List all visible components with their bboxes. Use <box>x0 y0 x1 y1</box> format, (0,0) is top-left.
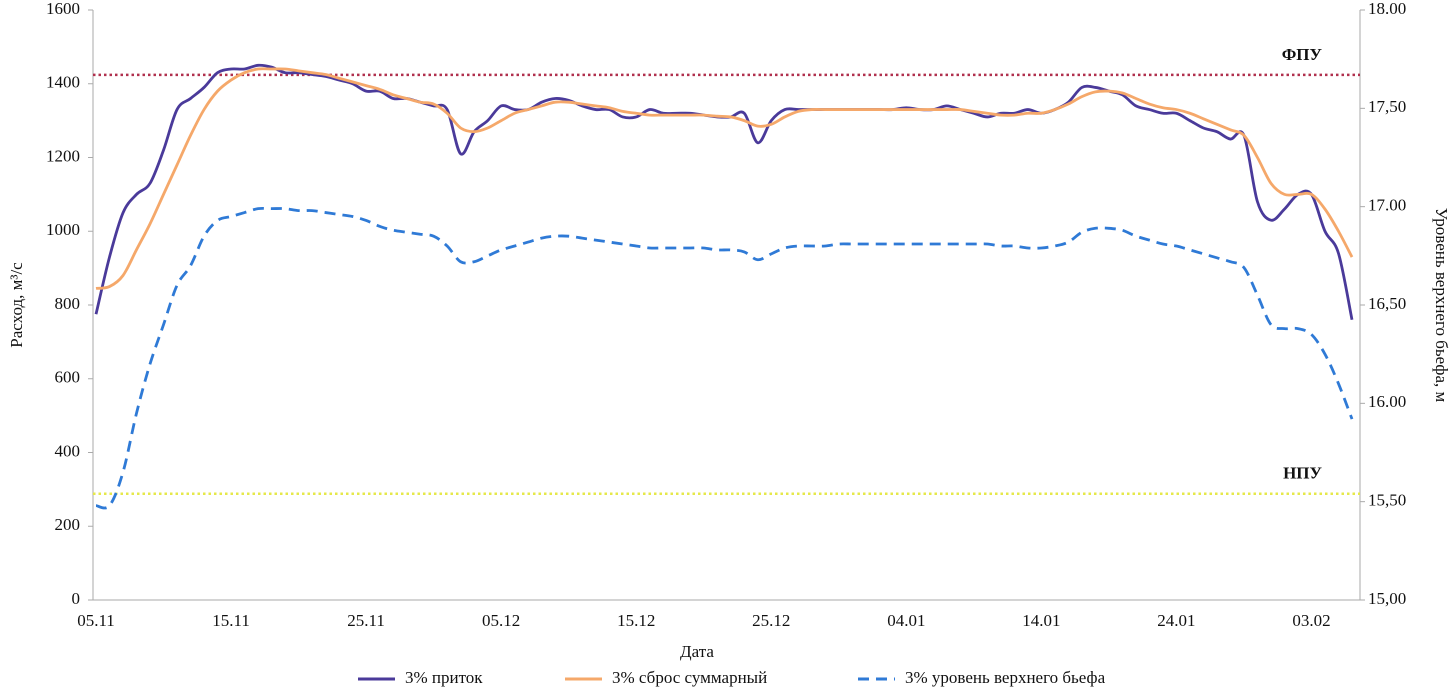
y-tick-label: 1000 <box>46 220 80 239</box>
y-tick-label: 800 <box>55 294 81 313</box>
y-tick-label: 0 <box>72 589 81 608</box>
legend-label: 3% приток <box>405 668 483 687</box>
y-tick-label: 1600 <box>46 0 80 18</box>
y2-tick-label: 17.00 <box>1368 196 1406 215</box>
x-tick-label: 24.01 <box>1157 611 1195 630</box>
y2-tick-label: 17,50 <box>1368 97 1406 116</box>
x-tick-label: 05.12 <box>482 611 520 630</box>
legend-label: 3% уровень верхнего бьефа <box>905 668 1106 687</box>
x-tick-label: 05.11 <box>77 611 115 630</box>
y-tick-label: 400 <box>55 441 81 460</box>
y2-tick-label: 16,50 <box>1368 294 1406 313</box>
series-line <box>95 67 1354 290</box>
x-tick-label: 25.11 <box>347 611 385 630</box>
x-tick-label: 15.12 <box>617 611 655 630</box>
y2-tick-label: 18.00 <box>1368 0 1406 18</box>
y-tick-label: 1200 <box>46 146 80 165</box>
y2-tick-label: 16.00 <box>1368 392 1406 411</box>
x-tick-label: 03.02 <box>1292 611 1330 630</box>
y-axis-title: Расход, м³/с <box>7 262 26 348</box>
x-tick-label: 25.12 <box>752 611 790 630</box>
y-tick-label: 600 <box>55 368 81 387</box>
y2-tick-label: 15,50 <box>1368 491 1406 510</box>
x-axis-title: Дата <box>680 642 714 661</box>
y2-axis-title: Уровень верхнего бьефа, м <box>1432 208 1451 403</box>
series-line <box>94 63 1354 321</box>
y-tick-label: 1400 <box>46 73 80 92</box>
reference-label: ФПУ <box>1282 45 1323 64</box>
legend-label: 3% сброс суммарный <box>612 668 767 687</box>
y-tick-label: 200 <box>55 515 81 534</box>
series-line <box>95 206 1354 510</box>
y2-tick-label: 15,00 <box>1368 589 1406 608</box>
x-tick-label: 04.01 <box>887 611 925 630</box>
x-tick-label: 15.11 <box>212 611 250 630</box>
x-tick-label: 14.01 <box>1022 611 1060 630</box>
reference-label: НПУ <box>1283 464 1322 483</box>
